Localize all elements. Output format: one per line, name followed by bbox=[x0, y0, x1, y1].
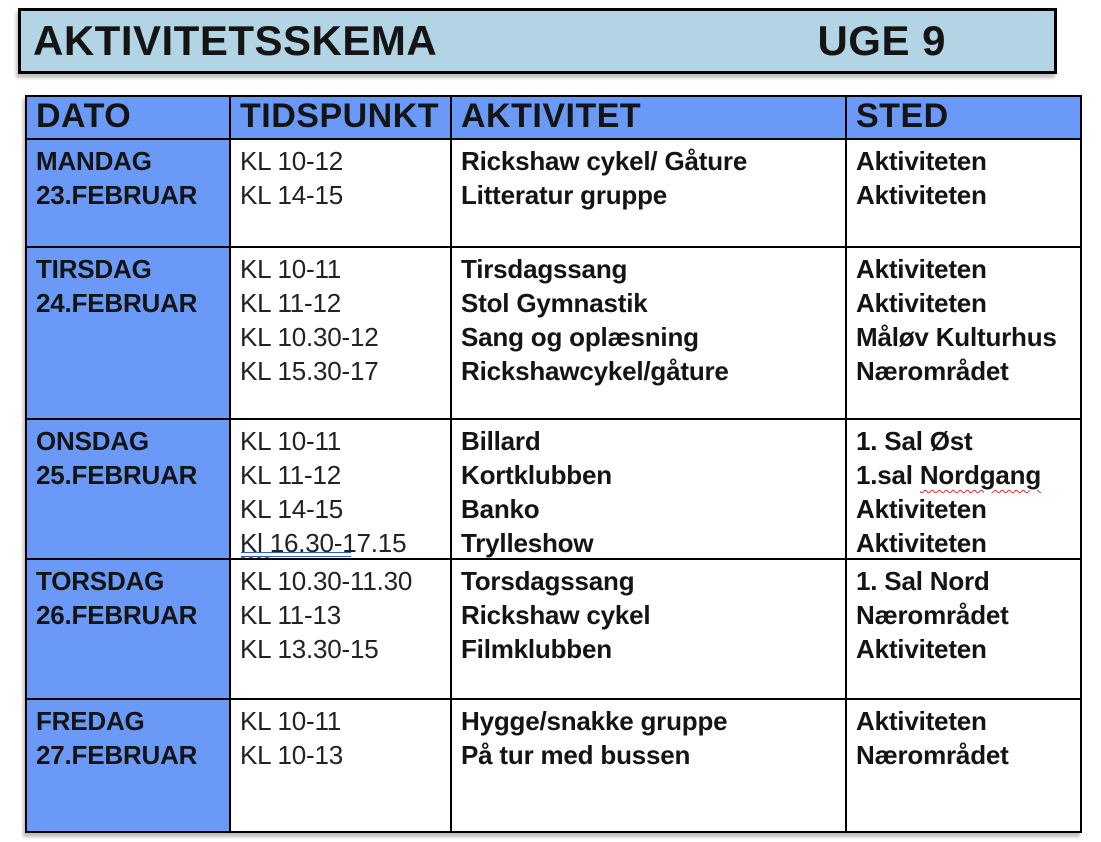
time-entry: KL 10-11 bbox=[240, 254, 342, 284]
time-entry: KL 13.30-15 bbox=[240, 634, 379, 664]
time-entry: KL 10.30-11.30 bbox=[240, 566, 413, 596]
place-entry: Nærområdet bbox=[856, 356, 1009, 386]
place-cell: Aktiviteten Nærområdet bbox=[847, 700, 1080, 831]
place-entry: Aktiviteten bbox=[856, 146, 987, 176]
activity-entry: Billard bbox=[461, 426, 541, 456]
time-entry: KL 14-15 bbox=[240, 494, 343, 524]
time-entry: Kl 16.30-17.15 bbox=[240, 526, 407, 558]
place-entry: 1. Sal Øst bbox=[856, 426, 973, 456]
column-header-sted: STED bbox=[847, 97, 1080, 140]
activity-entry: Banko bbox=[461, 494, 540, 524]
time-entry: KL 11-13 bbox=[240, 600, 342, 630]
activity-entry: Hygge/snakke gruppe bbox=[461, 706, 728, 736]
activity-schedule-table: DATO TIDSPUNKT AKTIVITET STED MANDAG 23.… bbox=[25, 95, 1082, 833]
day-label: ONSDAG bbox=[36, 426, 149, 456]
activity-entry: Tirsdagssang bbox=[461, 254, 628, 284]
activity-entry: Kortklubben bbox=[461, 460, 612, 490]
time-cell: KL 10-11 KL 10-13 bbox=[231, 700, 452, 831]
date-label: 23.FEBRUAR bbox=[36, 180, 198, 210]
place-entry: Aktiviteten bbox=[856, 288, 987, 318]
page-title: AKTIVITETSSKEMA bbox=[33, 17, 438, 64]
place-entry: Måløv Kulturhus bbox=[856, 322, 1057, 352]
time-entry: KL 11-12 bbox=[240, 460, 342, 490]
activity-entry: På tur med bussen bbox=[461, 740, 691, 770]
date-cell-onsdag: ONSDAG 25.FEBRUAR bbox=[27, 420, 231, 560]
activity-cell: Billard Kortklubben Banko Trylleshow bbox=[452, 420, 847, 560]
time-cell: KL 10.30-11.30 KL 11-13 KL 13.30-15 bbox=[231, 560, 452, 700]
day-label: FREDAG bbox=[36, 706, 145, 736]
time-entry: KL 10-11 bbox=[240, 426, 342, 456]
day-label: TIRSDAG bbox=[36, 254, 152, 284]
activity-entry: Sang og oplæsning bbox=[461, 322, 699, 352]
column-header-dato: DATO bbox=[27, 97, 231, 140]
column-header-tidspunkt: TIDSPUNKT bbox=[231, 97, 452, 140]
activity-cell: Hygge/snakke gruppe På tur med bussen bbox=[452, 700, 847, 831]
time-cell: KL 10-11 KL 11-12 KL 10.30-12 KL 15.30-1… bbox=[231, 248, 452, 420]
activity-entry: Rickshawcykel/gåture bbox=[461, 356, 729, 386]
misspelled-word: Nordgang bbox=[919, 460, 1042, 490]
time-cell: KL 10-12 KL 14-15 bbox=[231, 140, 452, 248]
time-entry: KL 10-11 bbox=[240, 706, 342, 736]
day-label: TORSDAG bbox=[36, 566, 165, 596]
activity-cell: Tirsdagssang Stol Gymnastik Sang og oplæ… bbox=[452, 248, 847, 420]
place-entry: Aktiviteten bbox=[856, 634, 987, 664]
place-entry: 1. Sal Nord bbox=[856, 566, 990, 596]
activity-entry: Stol Gymnastik bbox=[461, 288, 648, 318]
place-entry: Aktiviteten bbox=[856, 494, 987, 524]
column-header-aktivitet: AKTIVITET bbox=[452, 97, 847, 140]
date-cell-fredag: FREDAG 27.FEBRUAR bbox=[27, 700, 231, 831]
time-entry: KL 10.30-12 bbox=[240, 322, 379, 352]
place-text: 1.sal bbox=[856, 460, 920, 490]
date-label: 27.FEBRUAR bbox=[36, 740, 198, 770]
time-text: Kl 16.30-17.15 bbox=[240, 528, 407, 558]
date-cell-mandag: MANDAG 23.FEBRUAR bbox=[27, 140, 231, 248]
date-label: 24.FEBRUAR bbox=[36, 288, 198, 318]
activity-entry: Rickshaw cykel/ Gåture bbox=[461, 146, 748, 176]
activity-entry: Trylleshow bbox=[461, 528, 594, 558]
place-cell: Aktiviteten Aktiviteten bbox=[847, 140, 1080, 248]
activity-cell: Torsdagssang Rickshaw cykel Filmklubben bbox=[452, 560, 847, 700]
week-label: UGE 9 bbox=[817, 17, 946, 64]
place-entry: Aktiviteten bbox=[856, 180, 987, 210]
date-label: 26.FEBRUAR bbox=[36, 600, 198, 630]
place-cell: 1. Sal Nord Nærområdet Aktiviteten bbox=[847, 560, 1080, 700]
place-cell: 1. Sal Øst 1.sal Nordgang Aktiviteten Ak… bbox=[847, 420, 1080, 560]
title-bar: AKTIVITETSSKEMA UGE 9 bbox=[18, 8, 1057, 74]
activity-entry: Litteratur gruppe bbox=[461, 180, 668, 210]
day-label: MANDAG bbox=[36, 146, 152, 176]
activity-entry: Torsdagssang bbox=[461, 566, 635, 596]
time-entry: KL 11-12 bbox=[240, 288, 342, 318]
place-entry: 1.sal Nordgang bbox=[856, 458, 1078, 492]
place-entry: Nærområdet bbox=[856, 600, 1009, 630]
place-entry: Nærområdet bbox=[856, 740, 1009, 770]
date-label: 25.FEBRUAR bbox=[36, 460, 198, 490]
activity-entry: Filmklubben bbox=[461, 634, 612, 664]
date-cell-tirsdag: TIRSDAG 24.FEBRUAR bbox=[27, 248, 231, 420]
time-entry: KL 15.30-17 bbox=[240, 356, 379, 386]
date-cell-torsdag: TORSDAG 26.FEBRUAR bbox=[27, 560, 231, 700]
place-entry: Aktiviteten bbox=[856, 254, 987, 284]
activity-entry: Rickshaw cykel bbox=[461, 600, 651, 630]
activity-cell: Rickshaw cykel/ Gåture Litteratur gruppe bbox=[452, 140, 847, 248]
grammar-underline bbox=[241, 552, 351, 557]
time-cell: KL 10-11 KL 11-12 KL 14-15 Kl 16.30-17.1… bbox=[231, 420, 452, 560]
place-cell: Aktiviteten Aktiviteten Måløv Kulturhus … bbox=[847, 248, 1080, 420]
place-entry: Aktiviteten bbox=[856, 706, 987, 736]
time-entry: KL 10-12 bbox=[240, 146, 343, 176]
time-entry: KL 10-13 bbox=[240, 740, 343, 770]
place-entry: Aktiviteten bbox=[856, 528, 987, 558]
time-entry: KL 14-15 bbox=[240, 180, 343, 210]
